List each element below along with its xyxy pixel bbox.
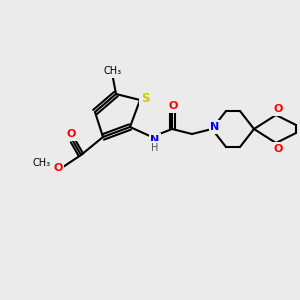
Text: N: N [210,122,220,132]
Text: S: S [141,92,149,104]
Text: O: O [66,129,76,139]
Text: CH₃: CH₃ [104,66,122,76]
Text: O: O [53,163,63,173]
Text: O: O [168,101,178,111]
Text: N: N [150,135,160,145]
Text: CH₃: CH₃ [33,158,51,168]
Text: O: O [273,104,283,114]
Text: O: O [273,144,283,154]
Text: H: H [151,143,159,153]
